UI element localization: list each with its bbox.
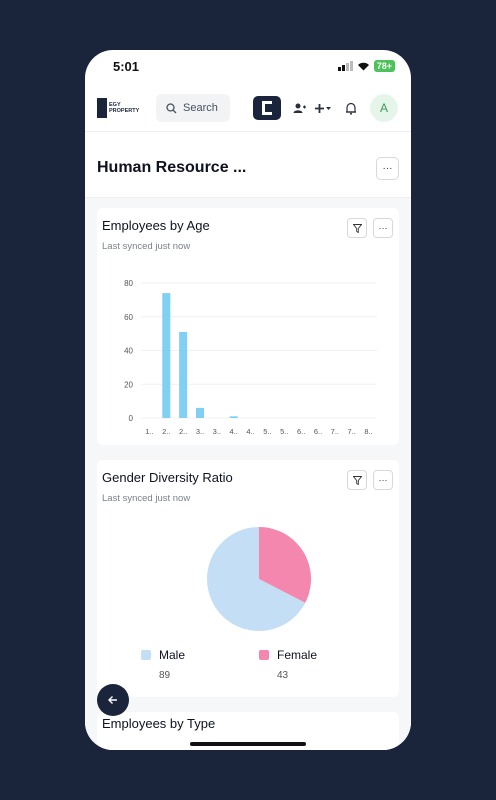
company-logo[interactable]: EGY PROPERTY bbox=[97, 97, 145, 119]
search-placeholder: Search bbox=[183, 102, 218, 114]
x-tick-label: 5.. bbox=[280, 427, 288, 436]
legend-value-male: 89 bbox=[159, 670, 171, 681]
legend-male: Male bbox=[141, 648, 185, 662]
age-chart-card: Employees by Age Last synced just now ··… bbox=[97, 208, 399, 445]
legend-swatch-female bbox=[259, 650, 269, 660]
x-tick-label: 6.. bbox=[314, 427, 322, 436]
y-tick-label: 20 bbox=[124, 380, 133, 389]
signal-icon bbox=[337, 61, 353, 71]
bar bbox=[179, 331, 188, 418]
status-bar: 5:01 78+ bbox=[85, 50, 411, 84]
dashboard-header: Human Resource ... ··· bbox=[85, 132, 411, 198]
y-tick-label: 0 bbox=[129, 414, 134, 423]
card-title: Gender Diversity Ratio bbox=[102, 470, 233, 485]
bar bbox=[196, 407, 204, 418]
logo-mark bbox=[97, 98, 107, 118]
x-tick-label: 1.. bbox=[145, 427, 153, 436]
bar bbox=[229, 416, 238, 418]
age-bar-chart: 0 20 40 60 80 1.. 2.. 2.. 3.. 3.. 4.. 4.. 5.. 5.. 6.. 6… bbox=[124, 279, 377, 436]
x-tick-label: 6.. bbox=[297, 427, 305, 436]
status-time: 5:01 bbox=[113, 59, 140, 74]
pie-slice-male bbox=[207, 527, 306, 631]
card-title: Employees by Age bbox=[102, 218, 210, 233]
y-tick-label: 40 bbox=[124, 347, 133, 356]
filter-icon[interactable] bbox=[347, 218, 367, 238]
add-user-icon[interactable] bbox=[289, 98, 309, 118]
x-tick-label: 4.. bbox=[230, 427, 238, 436]
top-bar: EGY PROPERTY Search A bbox=[85, 84, 411, 132]
x-tick-label: 5.. bbox=[263, 427, 271, 436]
logo-text: EGY PROPERTY bbox=[109, 102, 140, 114]
search-icon bbox=[166, 102, 177, 113]
search-button[interactable]: Search bbox=[156, 94, 230, 122]
x-tick-label: 4.. bbox=[246, 427, 254, 436]
legend-value-female: 43 bbox=[277, 670, 289, 681]
legend-swatch-male bbox=[141, 650, 151, 660]
create-menu-button[interactable] bbox=[313, 98, 333, 118]
wifi-icon bbox=[357, 62, 369, 71]
x-tick-label: 7.. bbox=[331, 427, 339, 436]
card-title: Employees by Type bbox=[102, 716, 216, 731]
user-avatar[interactable]: A bbox=[370, 94, 398, 122]
card-more-button[interactable]: ··· bbox=[373, 218, 393, 238]
pie-slice-female bbox=[259, 527, 311, 603]
page-title: Human Resource ... bbox=[97, 159, 247, 176]
legend-female: Female bbox=[259, 648, 317, 662]
phone-screen: 5:01 78+ EGY PROPERTY Search A bbox=[85, 50, 411, 750]
gender-chart-card: Gender Diversity Ratio Last synced just … bbox=[97, 460, 399, 697]
card-subtitle: Last synced just now bbox=[102, 493, 191, 504]
card-more-button[interactable]: ··· bbox=[373, 470, 393, 490]
y-tick-label: 60 bbox=[124, 313, 133, 322]
x-tick-label: 3.. bbox=[213, 427, 221, 436]
back-button[interactable] bbox=[97, 684, 129, 716]
x-tick-label: 3.. bbox=[196, 427, 204, 436]
battery-icon: 78+ bbox=[373, 60, 395, 72]
filter-icon[interactable] bbox=[347, 470, 367, 490]
dashboard-content[interactable]: Employees by Age Last synced just now ··… bbox=[85, 198, 411, 750]
x-tick-label: 7.. bbox=[348, 427, 356, 436]
gender-pie-chart bbox=[207, 527, 311, 631]
status-icons: 78+ bbox=[337, 60, 395, 72]
x-tick-label: 2.. bbox=[179, 427, 187, 436]
bar bbox=[162, 293, 171, 418]
x-tick-label: 8.. bbox=[364, 427, 372, 436]
card-subtitle: Last synced just now bbox=[102, 241, 191, 252]
x-tick-label: 2.. bbox=[162, 427, 170, 436]
arrow-left-icon bbox=[108, 696, 117, 704]
legend-label-female: Female bbox=[277, 648, 318, 662]
home-indicator[interactable] bbox=[190, 742, 306, 746]
y-tick-label: 80 bbox=[124, 279, 133, 288]
legend-label-male: Male bbox=[159, 648, 186, 662]
bell-icon[interactable] bbox=[341, 98, 361, 118]
app-switcher-button[interactable] bbox=[253, 96, 281, 120]
dashboard-more-button[interactable]: ··· bbox=[376, 157, 399, 180]
